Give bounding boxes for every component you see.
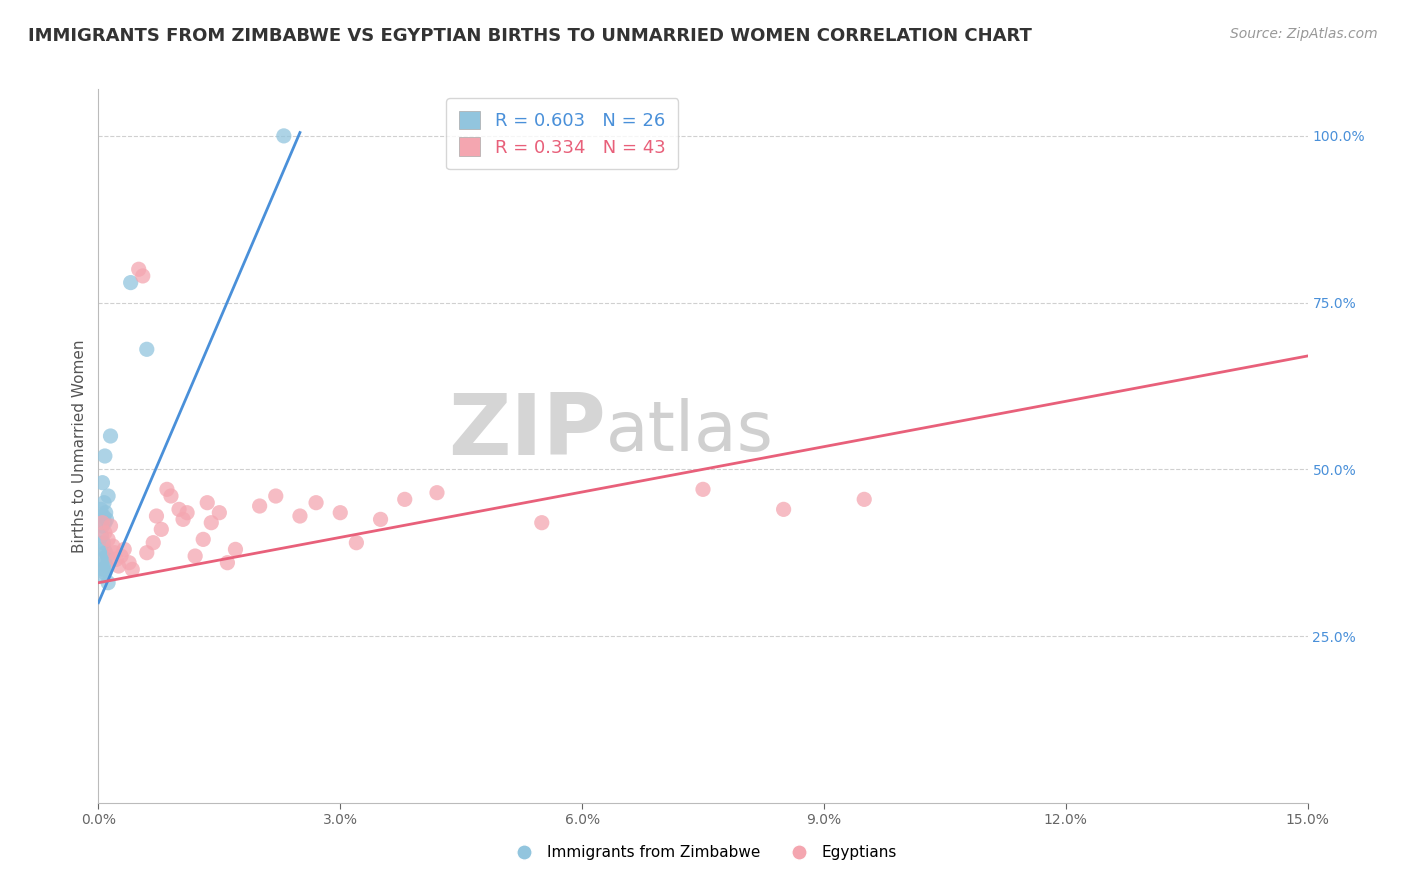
Point (91, 509, 114, 524)
Point (344, 535, 367, 549)
Legend: R = 0.603   N = 26, R = 0.334   N = 43: R = 0.603 N = 26, R = 0.334 N = 43 (446, 98, 678, 169)
Text: ZIP: ZIP (449, 390, 606, 474)
Point (145, 509, 167, 524)
Point (370, 512, 392, 526)
Point (91, 552, 114, 566)
Point (94, 566, 117, 580)
Point (394, 492, 416, 507)
Point (90, 529, 112, 543)
Point (156, 483, 179, 497)
Point (692, 483, 714, 497)
Point (120, 276, 142, 290)
Point (91, 562, 114, 576)
Point (96, 559, 118, 574)
Point (97, 533, 120, 547)
Point (200, 516, 222, 530)
Point (142, 535, 165, 549)
Point (288, 509, 311, 524)
Point (94, 516, 117, 530)
Point (426, 485, 449, 500)
Point (128, 262, 150, 277)
Point (208, 506, 231, 520)
Point (121, 562, 143, 576)
Point (150, 522, 173, 536)
Y-axis label: Births to Unmarried Women: Births to Unmarried Women (72, 339, 87, 553)
Text: Source: ZipAtlas.com: Source: ZipAtlas.com (1230, 27, 1378, 41)
Point (160, 489, 183, 503)
Point (97, 489, 120, 503)
Point (305, 496, 328, 510)
Point (103, 546, 125, 560)
Point (93, 542, 115, 557)
Point (853, 492, 876, 507)
Point (110, 549, 132, 563)
Point (193, 533, 215, 547)
Point (132, 268, 155, 283)
Point (94, 449, 117, 463)
Point (249, 499, 271, 513)
Point (772, 502, 794, 516)
Point (91, 569, 114, 583)
Point (176, 506, 198, 520)
Point (224, 542, 246, 557)
Point (91, 475, 114, 490)
Point (184, 549, 207, 563)
Point (264, 489, 287, 503)
Point (96, 549, 118, 563)
Legend: Immigrants from Zimbabwe, Egyptians: Immigrants from Zimbabwe, Egyptians (503, 839, 903, 866)
Point (93, 496, 115, 510)
Point (530, 516, 553, 530)
Point (91, 535, 114, 549)
Point (329, 506, 352, 520)
Point (101, 539, 124, 553)
Point (90, 502, 112, 516)
Point (273, 128, 295, 143)
Point (100, 429, 122, 443)
Point (96, 512, 118, 526)
Point (118, 556, 141, 570)
Point (167, 502, 190, 516)
Point (91, 516, 114, 530)
Point (112, 542, 135, 557)
Point (217, 556, 239, 570)
Point (135, 546, 157, 560)
Point (94, 506, 117, 520)
Text: atlas: atlas (606, 398, 775, 466)
Point (105, 552, 128, 566)
Point (97, 575, 120, 590)
Point (135, 343, 157, 357)
Point (94, 525, 117, 540)
Point (107, 559, 129, 574)
Point (91, 519, 114, 533)
Point (195, 496, 218, 510)
Point (100, 519, 122, 533)
Point (94, 546, 117, 560)
Point (94, 556, 117, 570)
Text: IMMIGRANTS FROM ZIMBABWE VS EGYPTIAN BIRTHS TO UNMARRIED WOMEN CORRELATION CHART: IMMIGRANTS FROM ZIMBABWE VS EGYPTIAN BIR… (28, 27, 1032, 45)
Point (172, 512, 194, 526)
